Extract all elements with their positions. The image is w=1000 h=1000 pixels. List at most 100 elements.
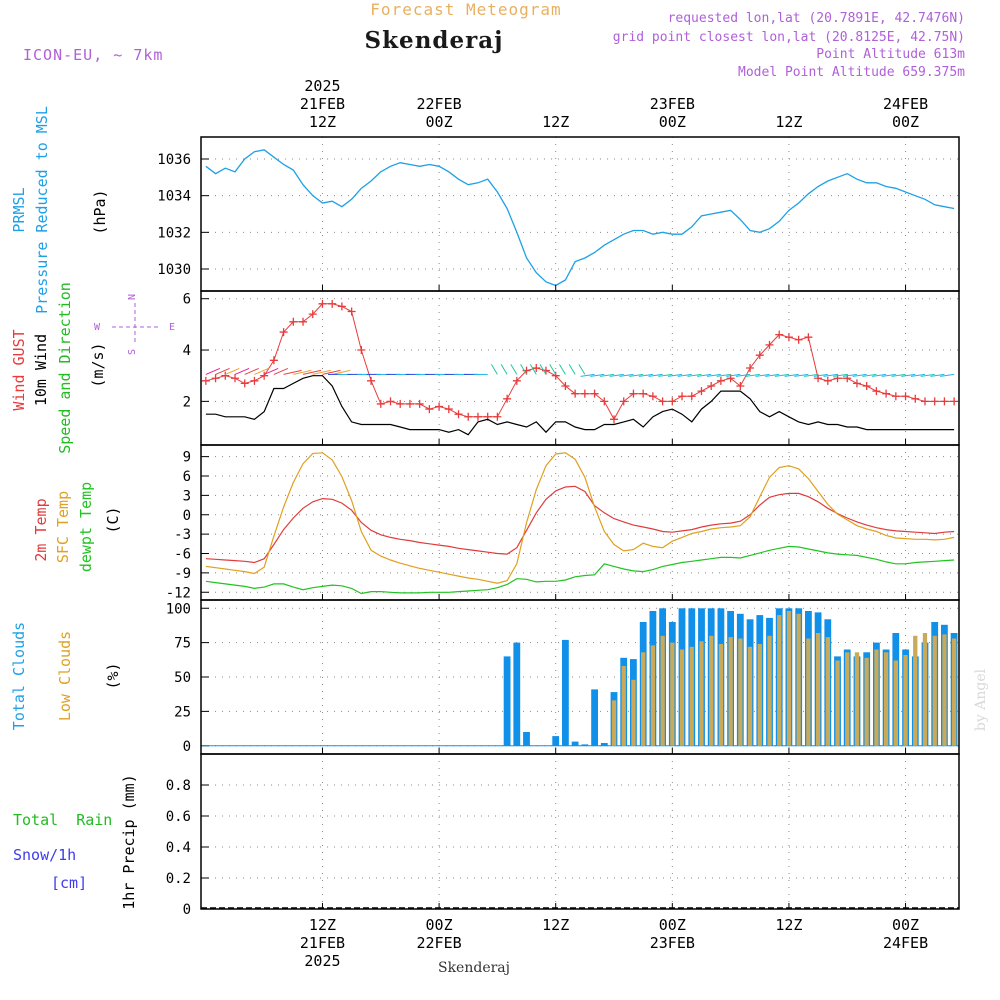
time-label-bottom: 24FEB (883, 934, 928, 952)
gust-point (920, 397, 929, 406)
gust-point (250, 376, 259, 385)
gust-point (891, 392, 900, 401)
ytick-label: 100 (166, 601, 191, 617)
wind-labels: Wind GUST 10m Wind Speed and Direction (… (10, 282, 175, 454)
time-label-top: 12Z (775, 113, 802, 131)
gust-point (697, 387, 706, 396)
time-label-bottom: 00Z (892, 916, 919, 934)
time-label-top: 2025 (304, 77, 340, 95)
pressure-labels: PRMSL Pressure Reduced to MSL (hPa) (10, 106, 109, 314)
requested-coords: requested lon,lat (20.7891E, 42.7476N) (668, 11, 965, 26)
wind-arrow (549, 364, 557, 375)
time-label-top: 00Z (892, 113, 919, 131)
ytick-label: 0.6 (166, 809, 191, 825)
gust-point (396, 399, 405, 408)
wind-arrow (794, 373, 809, 377)
ytick-label: 0 (183, 902, 191, 918)
time-label-bottom: 00Z (659, 916, 686, 934)
wind-arrow (765, 373, 780, 377)
low-cloud-bar (922, 633, 928, 746)
gust-point (201, 376, 210, 385)
temp-labels: 2m Temp SFC Temp dewpt Temp (C) (32, 482, 122, 572)
ytick-label: 2 (183, 394, 191, 410)
pressure-unit-label: (hPa) (91, 189, 109, 234)
wind-arrow (755, 373, 770, 377)
ytick-label: 50 (174, 670, 191, 686)
panel-pressure: 1030 1032 1034 1036 (157, 136, 960, 292)
footer-location: Skenderaj (438, 960, 510, 976)
total-cloud-bar (600, 743, 608, 746)
gust-point (707, 381, 716, 390)
low-cloud-bar (942, 634, 947, 746)
gust-point (269, 356, 278, 365)
gust-point (930, 397, 939, 406)
time-label-top: 23FEB (650, 95, 695, 113)
wind-arrow (215, 367, 230, 375)
wind-arrow (774, 373, 790, 377)
model-label: ICON-EU, ~ 7km (23, 46, 163, 64)
wind-arrow (490, 364, 498, 375)
wind-arrow (833, 373, 848, 377)
wind-arrow (332, 369, 351, 375)
wind-arrow (842, 373, 858, 377)
wind-arrow (687, 373, 702, 377)
low-cloud-bar (718, 644, 724, 746)
gust-point (221, 371, 230, 380)
panel-temperature: 9 6 3 0 -3 -6 -9 -12 (166, 444, 960, 601)
gust-point (260, 371, 269, 380)
gust-point (852, 379, 861, 388)
wind-unit-label: (m/s) (89, 342, 107, 387)
panel-frame (200, 136, 960, 292)
wind-arrow (716, 373, 731, 377)
gust-point (328, 299, 337, 308)
total-cloud-bar (552, 736, 560, 746)
gust-point (279, 328, 288, 337)
gust-point (357, 346, 366, 355)
gust-point (318, 299, 327, 308)
total-cloud-bar (571, 741, 579, 746)
gust-point (950, 397, 959, 406)
gust-point (464, 412, 473, 421)
gust-point (493, 412, 502, 421)
snow-label: Snow/1h (13, 846, 76, 864)
total-cloud-bar (503, 656, 511, 746)
low-cloud-bar (709, 635, 714, 746)
gust-point (435, 402, 444, 411)
low-cloud-bar (689, 646, 694, 746)
dir-label: Speed and Direction (56, 282, 74, 454)
wind-arrow (726, 373, 741, 377)
low-cloud-bar (699, 641, 704, 746)
wind-arrow (293, 369, 312, 375)
gust-point (687, 392, 696, 401)
gust-point (658, 397, 667, 406)
wind-arrow (920, 373, 935, 377)
wind-arrow (510, 364, 518, 375)
gust-point (668, 397, 677, 406)
ytick-label: -6 (174, 547, 191, 563)
wind-label: 10m Wind (32, 334, 50, 406)
wind-arrow (234, 367, 250, 375)
ytick-label: 6 (183, 469, 191, 485)
wind-arrow (901, 373, 916, 377)
wind-arrow (254, 367, 269, 375)
time-label-bottom: 12Z (309, 916, 336, 934)
wind-arrow (910, 373, 926, 377)
low-cloud-bar (845, 652, 850, 746)
wind-arrow (940, 373, 955, 377)
total-cloud-bar (581, 744, 589, 746)
ytick-label: 1034 (157, 189, 191, 205)
wind-arrow (539, 364, 547, 375)
ytick-label: -9 (174, 566, 191, 582)
wind-arrow (568, 364, 576, 375)
gust-point (639, 389, 648, 398)
low-cloud-bar (728, 637, 733, 746)
compass-s: S (127, 349, 138, 355)
gust-line (205, 303, 955, 421)
clouds-unit-label: (%) (104, 662, 122, 689)
time-label-top: 21FEB (300, 95, 345, 113)
time-label-bottom: 12Z (542, 916, 569, 934)
gust-point (473, 412, 482, 421)
